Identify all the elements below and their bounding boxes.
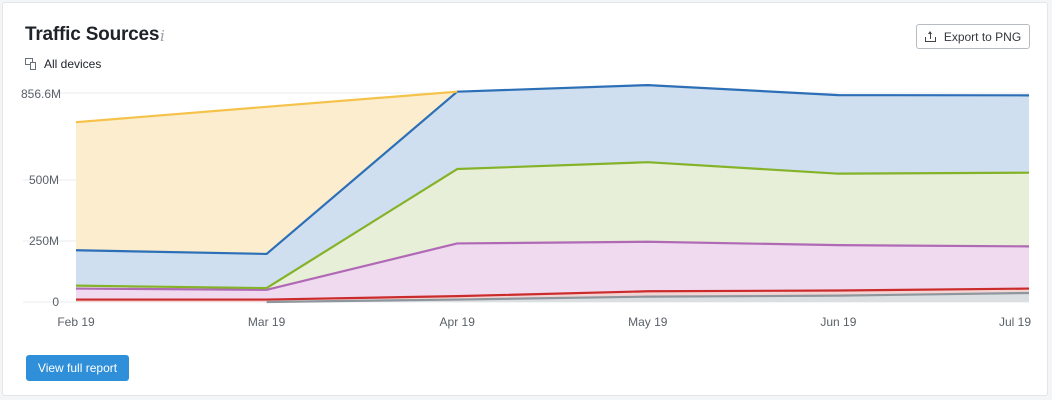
series-area-3 bbox=[76, 162, 1029, 290]
x-tick-label: Feb 19 bbox=[57, 315, 95, 329]
series-area-1 bbox=[76, 288, 1029, 302]
series-area-5 bbox=[76, 85, 1029, 254]
devices-icon bbox=[25, 58, 37, 70]
info-icon[interactable]: i bbox=[160, 27, 165, 45]
export-label: Export to PNG bbox=[943, 29, 1022, 44]
x-tick-label: Mar 19 bbox=[248, 315, 286, 329]
upload-icon bbox=[924, 31, 936, 42]
view-full-report-button[interactable]: View full report bbox=[26, 355, 129, 381]
traffic-sources-card: Traffic Sources i All devices Export to … bbox=[2, 2, 1048, 396]
series-area-0 bbox=[76, 292, 1029, 302]
y-tick-label: 500M bbox=[29, 173, 59, 187]
y-tick-label: 250M bbox=[29, 234, 59, 248]
y-tick-label: 856.6M bbox=[21, 87, 61, 101]
card-title: Traffic Sources bbox=[25, 24, 160, 45]
series-line-1 bbox=[76, 287, 1030, 301]
x-tick-label: Apr 19 bbox=[440, 315, 476, 329]
x-tick-label: May 19 bbox=[628, 315, 668, 329]
devices-label: All devices bbox=[44, 57, 102, 71]
export-to-png-button[interactable]: Export to PNG bbox=[916, 24, 1030, 49]
x-tick-label: Jul 19 bbox=[999, 315, 1031, 329]
series-line-3 bbox=[75, 161, 1030, 290]
series-line-2 bbox=[75, 240, 1030, 291]
x-tick-label: Jun 19 bbox=[820, 315, 856, 329]
traffic-sources-chart: 0 250M 500M 856.6M Feb 19 Mar 19 Apr 19 May 19… bbox=[21, 83, 1031, 329]
y-tick-label: 0 bbox=[52, 295, 59, 309]
series-line-4 bbox=[75, 83, 1030, 256]
devices-filter[interactable]: All devices bbox=[25, 57, 101, 71]
series-line-0 bbox=[266, 291, 1030, 304]
series-line-5 bbox=[75, 90, 458, 124]
series-area-2 bbox=[76, 241, 1029, 300]
series-area-4 bbox=[76, 85, 1029, 289]
